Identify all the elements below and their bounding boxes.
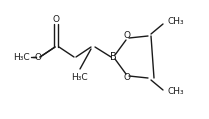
Text: O: O	[34, 52, 42, 62]
Text: CH₃: CH₃	[168, 87, 185, 97]
Text: O: O	[52, 15, 60, 25]
Text: O: O	[124, 74, 130, 82]
Text: H₃C: H₃C	[13, 52, 30, 62]
Text: O: O	[124, 32, 130, 40]
Text: CH₃: CH₃	[168, 17, 185, 27]
Text: B: B	[110, 52, 116, 62]
Text: H₃C: H₃C	[71, 74, 88, 82]
